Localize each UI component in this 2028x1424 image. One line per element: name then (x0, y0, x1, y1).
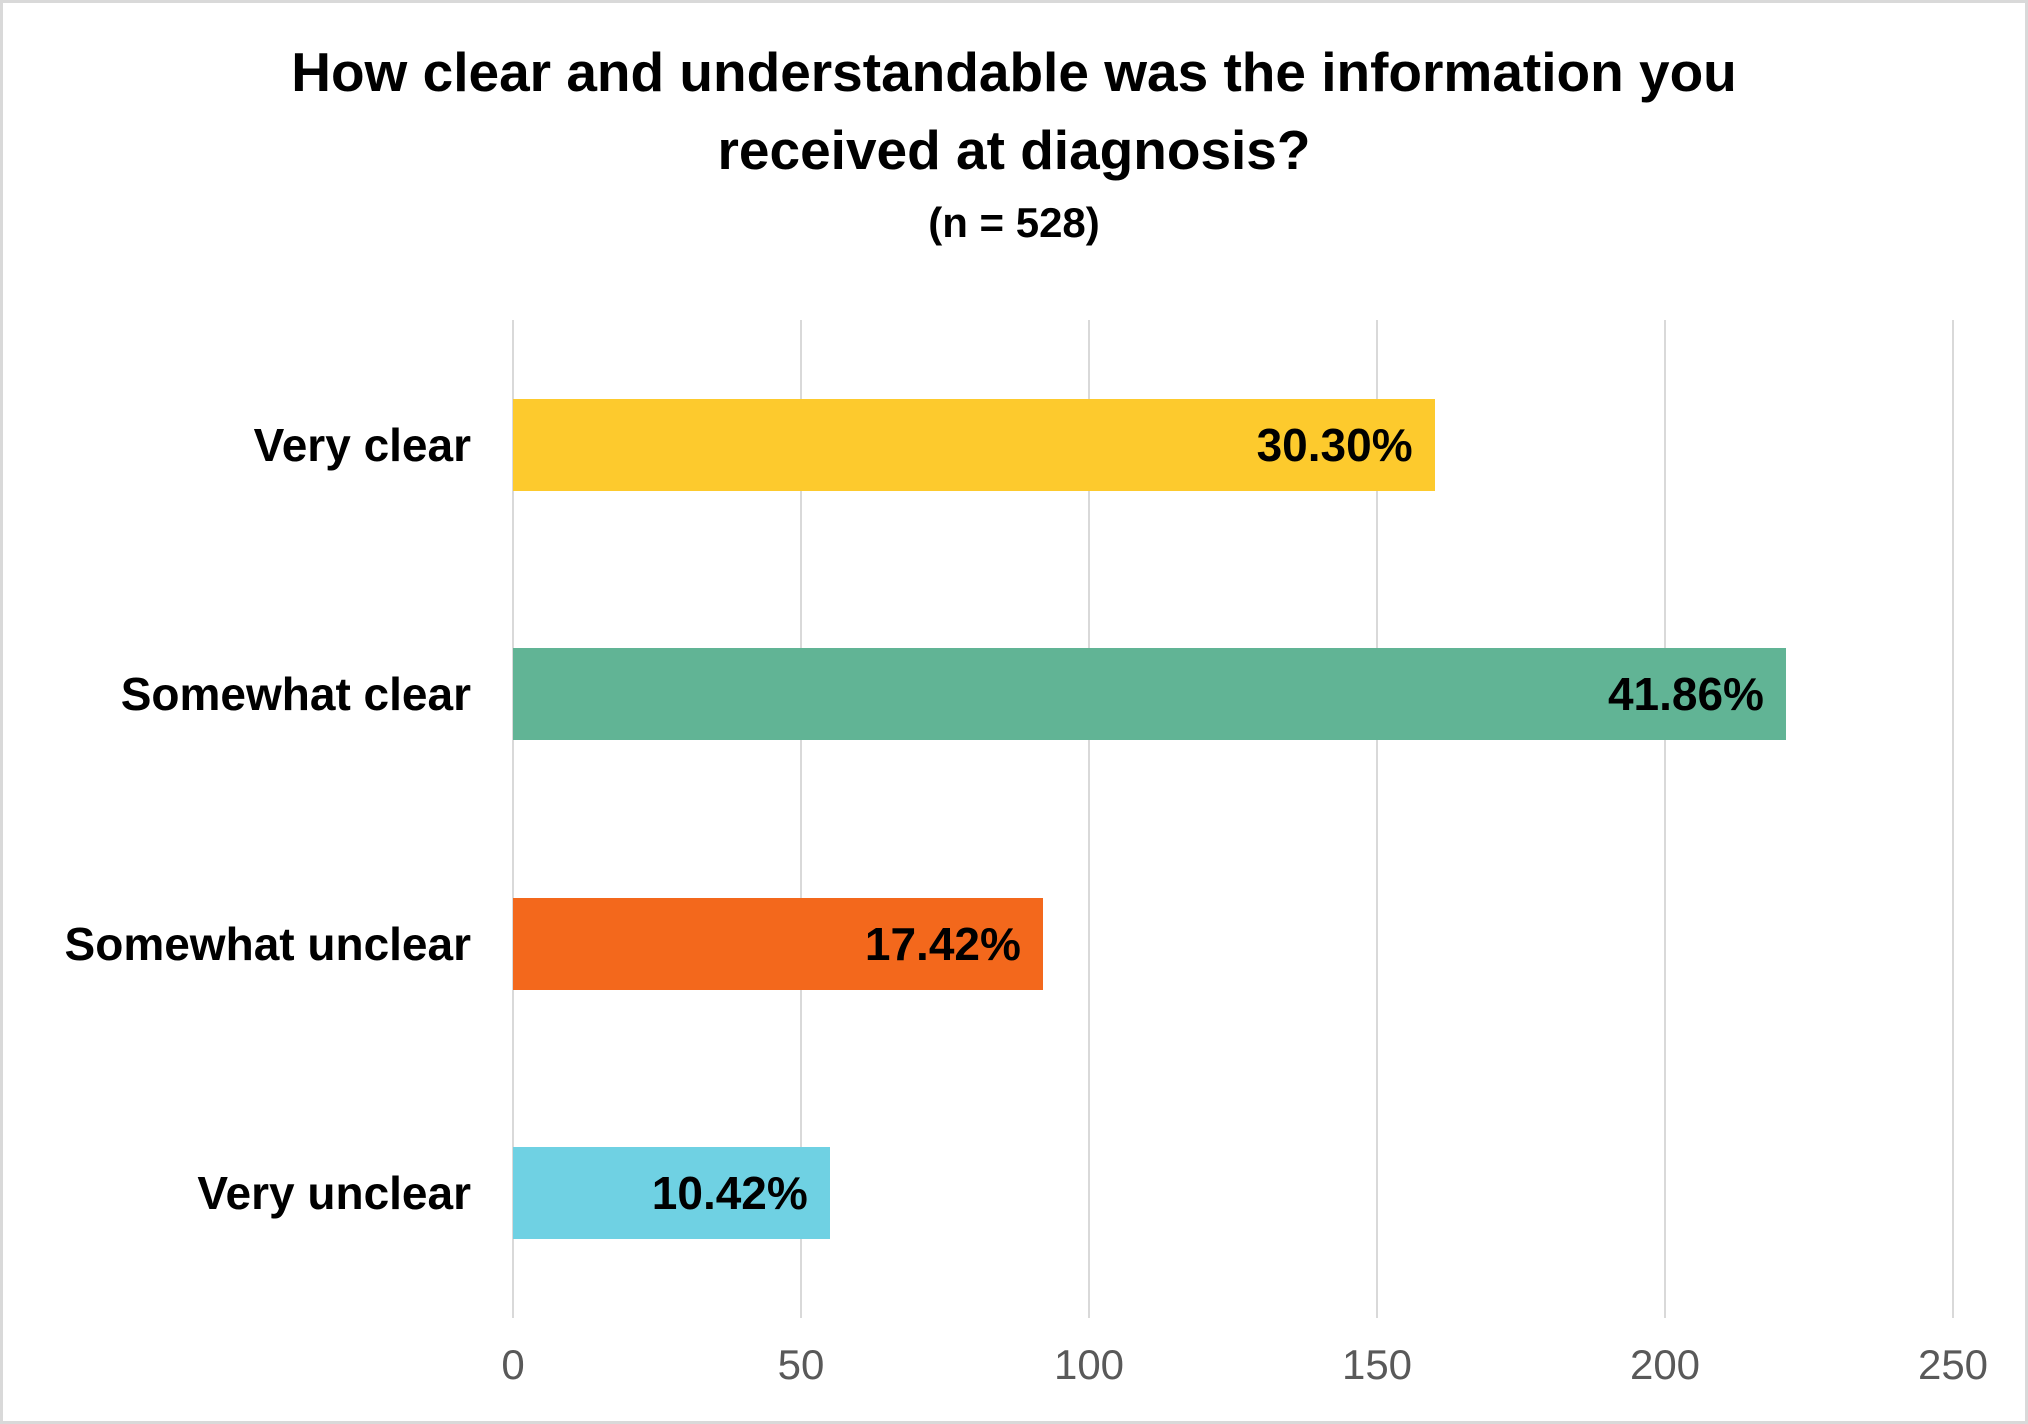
x-axis-tick-label: 150 (1341, 1341, 1413, 1388)
x-axis-tick-label: 200 (1629, 1341, 1701, 1388)
category-label: Somewhat unclear (64, 917, 471, 970)
bar-somewhat-clear: 41.86% (513, 648, 1786, 741)
bar-very-clear: 30.30% (513, 398, 1435, 491)
bar-value-label: 30.30% (1256, 418, 1413, 471)
bar-value-label: 10.42% (651, 1167, 808, 1220)
bar-row: 41.86% (513, 570, 1953, 820)
bar-row: 17.42% (513, 819, 1953, 1069)
plot-area: 30.30% 41.86% 17.42% 10.42% (512, 320, 1954, 1318)
gridline (800, 320, 802, 1318)
gridline (1664, 320, 1666, 1318)
category-axis: Very clear Somewhat clear Somewhat unclear… (3, 320, 471, 1318)
chart-header: How clear and understandable was the inf… (3, 33, 2025, 247)
x-axis-tick-label: 0 (501, 1341, 525, 1388)
bars: 30.30% 41.86% 17.42% 10.42% (513, 320, 1953, 1318)
x-axis-tick-label: 250 (1917, 1341, 1989, 1388)
gridlines (512, 320, 1954, 1318)
x-axis-tick-label: 50 (777, 1341, 825, 1388)
bar-very-unclear: 10.42% (513, 1147, 830, 1240)
x-axis: 0 50 100 150 200 250 (501, 1341, 1988, 1401)
chart-title: How clear and understandable was the inf… (291, 41, 1737, 182)
bar-somewhat-unclear: 17.42% (513, 897, 1043, 990)
bar-row: 10.42% (513, 1069, 1953, 1319)
bar-row: 30.30% (513, 320, 1953, 570)
chart-subtitle: (n = 528) (928, 199, 1100, 247)
x-axis-tick-label: 100 (1053, 1341, 1125, 1388)
category-label: Somewhat clear (120, 668, 471, 721)
bar-value-label: 41.86% (1607, 668, 1764, 721)
gridline (1088, 320, 1090, 1318)
bar-value-label: 17.42% (864, 917, 1021, 970)
category-label: Very unclear (197, 1167, 471, 1220)
gridline (1952, 320, 1954, 1318)
gridline (512, 320, 514, 1318)
gridline (1376, 320, 1378, 1318)
category-label: Very clear (253, 418, 471, 471)
